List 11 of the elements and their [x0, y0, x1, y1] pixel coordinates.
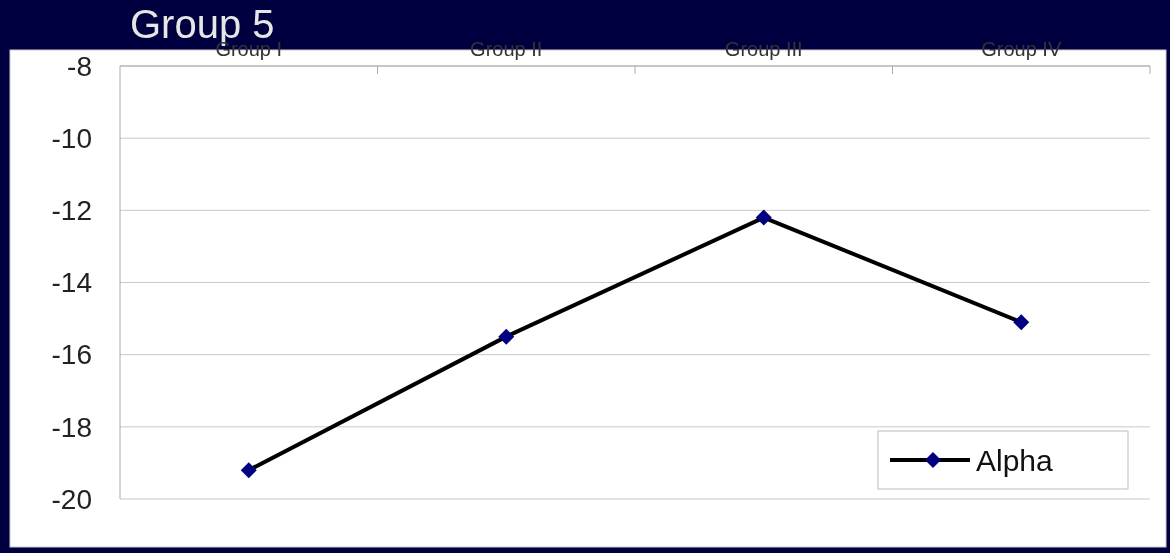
y-tick-label: -14 [51, 267, 92, 299]
x-tick-label: Group III [724, 38, 803, 60]
x-tick-label: Group IV [981, 38, 1062, 60]
y-tick-label: -12 [51, 195, 92, 227]
y-tick-label: -16 [51, 339, 92, 371]
x-tick-label: Group II [470, 38, 543, 60]
y-tick-label: -8 [67, 50, 92, 82]
y-tick-label: -20 [51, 483, 92, 515]
y-tick-label: -18 [51, 411, 92, 443]
legend-label: Alpha [976, 443, 1054, 477]
y-tick-label: -10 [51, 122, 92, 154]
